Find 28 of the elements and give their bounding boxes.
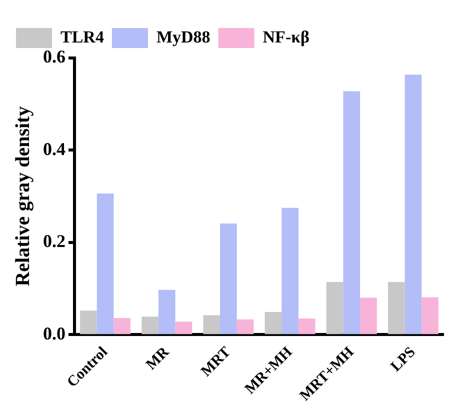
bar <box>360 298 377 334</box>
bar <box>142 316 158 334</box>
bar <box>203 315 220 334</box>
bar <box>114 318 131 334</box>
y-tick-label: 0.6 <box>43 46 66 67</box>
legend-label: MyD88 <box>156 27 210 46</box>
bar <box>158 290 176 334</box>
x-tick-label: LPS <box>388 344 419 375</box>
bar <box>326 282 344 334</box>
y-tick-label: 0.2 <box>43 231 66 252</box>
bar <box>343 91 360 334</box>
bar <box>220 223 237 334</box>
y-tick-label: 0.0 <box>43 323 66 344</box>
x-tick-label: MR <box>143 344 173 374</box>
y-axis-title: Relative gray density <box>12 106 34 286</box>
bar <box>264 312 282 334</box>
legend-label: NF-κβ <box>262 27 310 46</box>
bar <box>236 319 254 334</box>
bar <box>96 194 114 334</box>
bar <box>388 282 405 334</box>
bar <box>282 208 298 334</box>
bar <box>404 74 422 334</box>
bar <box>175 322 192 334</box>
y-tick-label: 0.4 <box>43 138 66 159</box>
bar <box>298 318 316 334</box>
bar <box>80 310 97 334</box>
legend-label: TLR4 <box>60 27 104 46</box>
bar <box>422 297 438 334</box>
